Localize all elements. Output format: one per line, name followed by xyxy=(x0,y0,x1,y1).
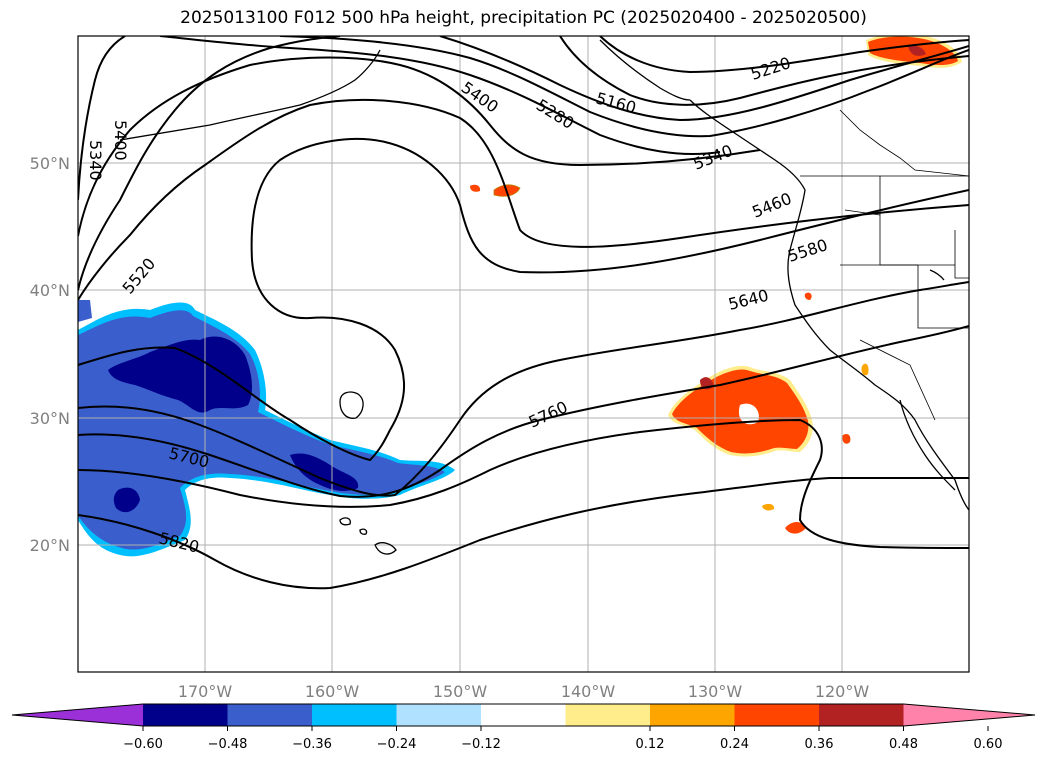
contour-label: 5340 xyxy=(86,140,105,181)
colorbar-tick-label: −0.60 xyxy=(123,737,163,752)
lat-label: 50°N xyxy=(30,154,70,173)
lon-label: 130°W xyxy=(688,682,743,701)
colorbar-segment xyxy=(227,704,313,726)
lon-label: 170°W xyxy=(178,682,233,701)
lon-label: 160°W xyxy=(305,682,360,701)
colorbar-tick-label: −0.12 xyxy=(461,737,501,752)
coastlines xyxy=(119,39,969,555)
colorbar-tick-label: 0.48 xyxy=(889,737,918,752)
lat-label: 20°N xyxy=(30,536,70,555)
latitude-labels: 50°N 40°N 30°N 20°N xyxy=(30,154,70,555)
borders xyxy=(800,109,969,421)
lon-label: 140°W xyxy=(561,682,616,701)
colorbar-tick-label: −0.24 xyxy=(377,737,417,752)
colorbar-segment xyxy=(143,704,228,726)
colorbar-segment xyxy=(650,704,735,726)
colorbar-tick-label: 0.36 xyxy=(805,737,834,752)
colorbar-extend-min xyxy=(12,704,143,726)
colorbar-segment xyxy=(396,704,482,726)
colorbar-tick-label: 0.60 xyxy=(974,737,1003,752)
colorbar-segment xyxy=(481,704,566,726)
lat-label: 30°N xyxy=(30,409,70,428)
colorbar-segment xyxy=(565,704,651,726)
map-frame xyxy=(77,35,970,673)
colorbar-tick-label: 0.24 xyxy=(720,737,749,752)
lon-label: 120°W xyxy=(815,682,870,701)
lat-label: 40°N xyxy=(30,281,70,300)
colorbar-segment xyxy=(312,704,397,726)
colorbar-extend-max xyxy=(903,704,1035,726)
longitude-labels: 170°W 160°W 150°W 140°W 130°W 120°W xyxy=(178,682,870,701)
colorbar-tick-label: 0.12 xyxy=(636,737,665,752)
map-area: 5340 5400 5400 5280 5160 5220 5340 5460 … xyxy=(78,36,969,672)
colorbar-segment xyxy=(734,704,820,726)
colorbar: −0.60 −0.48 −0.36 −0.24 −0.12 0.12 0.24 0.36 0.4… xyxy=(11,703,1036,752)
contour-label: 5400 xyxy=(111,120,130,161)
colorbar-tick-label: −0.36 xyxy=(292,737,332,752)
colorbar-tick-label: −0.48 xyxy=(208,737,248,752)
map-title: 2025013100 F012 500 hPa height, precipit… xyxy=(180,8,867,28)
height-contours xyxy=(78,36,969,590)
colorbar-segment xyxy=(819,704,904,726)
graticule xyxy=(78,36,969,672)
lon-label: 150°W xyxy=(433,682,488,701)
